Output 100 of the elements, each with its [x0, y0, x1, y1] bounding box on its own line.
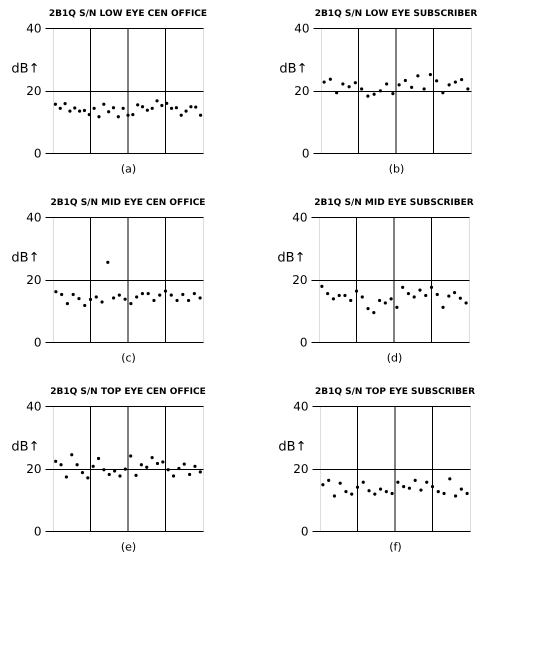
point [124, 298, 127, 301]
point [466, 87, 470, 91]
y-axis-title: dB↑ [11, 62, 40, 76]
point [458, 296, 462, 300]
point [349, 298, 352, 302]
y-tick-label: 0 [34, 146, 42, 160]
y-tick-label: 0 [34, 336, 42, 350]
point [155, 99, 159, 102]
point [366, 306, 370, 310]
point [320, 284, 324, 288]
point [326, 292, 330, 296]
point [112, 296, 116, 300]
point [80, 470, 84, 474]
point [186, 298, 190, 302]
point [131, 112, 134, 116]
point [96, 456, 100, 460]
x-axis-title: (f) [389, 540, 402, 554]
point [436, 292, 439, 296]
point [378, 89, 382, 92]
point [64, 102, 67, 106]
y-axis-title: dB↑ [277, 250, 306, 266]
point [396, 480, 400, 484]
x-axis-title: (b) [388, 162, 404, 176]
point [54, 290, 58, 294]
point [360, 87, 364, 91]
point [385, 82, 388, 86]
point [338, 294, 341, 298]
point [360, 295, 364, 299]
point [414, 478, 417, 482]
y-tick-label: 20 [292, 273, 308, 287]
y-tick-label: 0 [300, 336, 308, 350]
y-tick-label: 40 [26, 400, 42, 414]
y-tick-label: 20 [26, 462, 42, 476]
y-axis-title: dB↑ [279, 62, 308, 76]
point [199, 114, 202, 117]
point [118, 294, 121, 297]
y-tick-label: 20 [26, 273, 42, 287]
point [86, 476, 90, 480]
point [422, 87, 426, 91]
point [332, 297, 336, 300]
point [140, 105, 144, 108]
point [194, 105, 198, 109]
chart-title: 2B1Q S/N LOW EYE CEN OFFICE [48, 9, 208, 19]
point [134, 474, 138, 477]
point [416, 74, 420, 78]
point [338, 482, 342, 485]
point [348, 85, 351, 88]
point [82, 108, 86, 112]
chart-title: 2B1Q S/N MID EYE SUBSCRIBER [314, 198, 474, 208]
y-tick-label: 20 [26, 84, 42, 98]
point [70, 453, 74, 456]
point [378, 488, 382, 491]
point [448, 477, 452, 480]
y-tick-label: 0 [34, 524, 42, 538]
point [100, 300, 104, 304]
point [102, 468, 106, 472]
point [146, 292, 150, 296]
point [408, 486, 412, 490]
point [150, 456, 154, 460]
point [367, 489, 371, 492]
y-tick-label: 20 [293, 462, 308, 476]
point [129, 454, 132, 458]
point [102, 102, 106, 106]
y-tick-label: 40 [292, 210, 308, 224]
x-axis-title: (d) [386, 352, 402, 364]
y-tick-label: 40 [293, 400, 308, 414]
point [129, 302, 132, 306]
point [384, 301, 387, 305]
point [172, 474, 176, 478]
chart-title: 2B1Q S/N LOW EYE SUBSCRIBER [314, 9, 478, 19]
point [428, 72, 432, 76]
point [441, 306, 445, 309]
point [192, 292, 196, 296]
point [66, 302, 70, 306]
point [322, 80, 326, 84]
point [92, 106, 96, 110]
point [410, 86, 414, 89]
y-tick-label: 40 [26, 210, 42, 224]
point [384, 490, 388, 494]
x-axis-title: (e) [120, 540, 136, 554]
point [140, 292, 144, 296]
point [166, 468, 170, 472]
point [418, 288, 422, 292]
point [174, 106, 178, 110]
point [354, 81, 357, 84]
point [156, 462, 160, 466]
y-tick-label: 20 [294, 84, 310, 98]
point [60, 292, 64, 296]
point [54, 102, 57, 106]
point [189, 105, 192, 108]
point [150, 106, 154, 110]
y-tick-label: 0 [302, 146, 310, 160]
point [436, 490, 440, 494]
y-tick-label: 40 [294, 22, 310, 36]
point [435, 79, 438, 82]
x-axis-title: (a) [120, 162, 136, 176]
chart-title: 2B1Q S/N TOP EYE CEN OFFICE [50, 387, 206, 397]
point [64, 475, 68, 479]
point [390, 492, 394, 496]
chart-title: 2B1Q S/N TOP EYE SUBSCRIBER [314, 387, 476, 397]
